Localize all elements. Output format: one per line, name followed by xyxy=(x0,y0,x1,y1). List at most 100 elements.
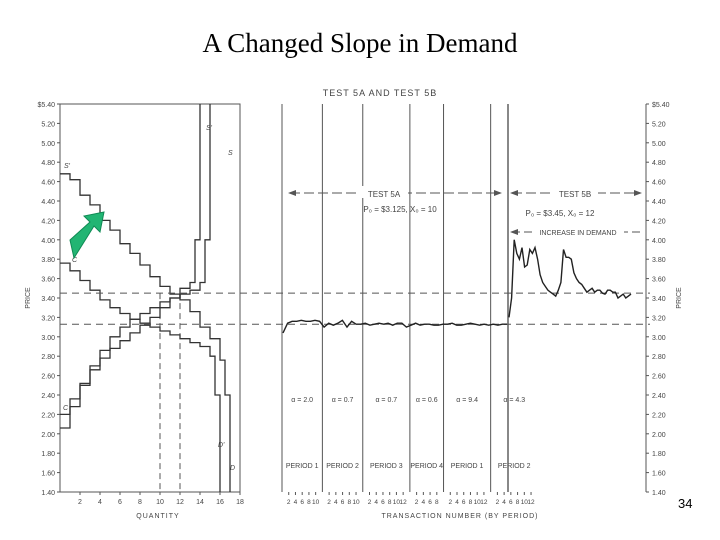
period-x-tick-label: 8 xyxy=(435,499,439,506)
left-y-tick-label: 4.80 xyxy=(41,160,55,167)
left-x-tick-label: 2 xyxy=(78,499,82,506)
left-y-tick-label: 3.00 xyxy=(41,335,55,342)
curve-label: D' xyxy=(218,442,225,449)
period-x-tick-label: 4 xyxy=(502,499,506,506)
period-label: PERIOD 3 xyxy=(370,463,403,470)
period-alpha-label: α = 4.3 xyxy=(503,397,525,404)
left-x-tick-label: 16 xyxy=(216,499,224,506)
period-x-tick-label: 2 xyxy=(368,499,372,506)
step-curve-1 xyxy=(60,173,231,492)
period-x-tick-label: 2 xyxy=(287,499,291,506)
period-x-tick-label: 4 xyxy=(294,499,298,506)
left-y-tick-label: 3.40 xyxy=(41,296,55,303)
left-x-tick-label: 18 xyxy=(236,499,244,506)
right-y-tick-label: 1.40 xyxy=(652,490,666,497)
right-y-tick-label: 3.00 xyxy=(652,335,666,342)
left-y-tick-label: 1.80 xyxy=(41,451,55,458)
right-y-tick-label: 3.60 xyxy=(652,277,666,284)
period-x-tick-label: 2 xyxy=(415,499,419,506)
left-y-tick-label: 3.80 xyxy=(41,257,55,264)
left-plot-frame xyxy=(59,103,241,493)
highlight-arrow-icon xyxy=(69,211,105,260)
right-y-tick-label: 5.20 xyxy=(652,121,666,128)
period-alpha-label: α = 2.0 xyxy=(291,397,313,404)
left-y-tick-label: 1.40 xyxy=(41,490,55,497)
step-curve-2 xyxy=(60,262,221,492)
page-number: 34 xyxy=(678,496,693,511)
span-arrowhead-icon xyxy=(510,229,518,235)
period-x-tick-label: 8 xyxy=(347,499,351,506)
period-x-tick-label: 2 xyxy=(496,499,500,506)
right-y-tick-label: 4.40 xyxy=(652,199,666,206)
right-y-tick-label: 4.80 xyxy=(652,160,666,167)
figure-title: TEST 5A AND TEST 5B xyxy=(323,88,438,98)
period-x-tick-label: 4 xyxy=(374,499,378,506)
span-arrowhead-icon xyxy=(288,190,296,196)
left-y-tick-label: 2.80 xyxy=(41,354,55,361)
period-label: PERIOD 1 xyxy=(451,463,484,470)
right-y-tick-label: 3.20 xyxy=(652,315,666,322)
right-y-tick-label: 4.00 xyxy=(652,238,666,245)
left-x-tick-label: 12 xyxy=(176,499,184,506)
period-label: PERIOD 1 xyxy=(286,463,319,470)
period-alpha-label: α = 0.7 xyxy=(332,397,354,404)
period-x-tick-label: 10 xyxy=(474,499,482,506)
right-y-axis-label: PRICE xyxy=(676,287,683,309)
right-x-axis-label: TRANSACTION NUMBER (BY PERIOD) xyxy=(381,513,538,520)
period-x-tick-label: 6 xyxy=(300,499,304,506)
span-arrowhead-icon xyxy=(510,190,518,196)
right-y-tick-label: 2.80 xyxy=(652,354,666,361)
period-x-tick-label: 10 xyxy=(393,499,401,506)
transaction-price-chart: $5.40 5.20 5.00 4.80 4.60 4.40 4.20 4.00 3.80 3.6… xyxy=(60,102,683,520)
left-y-tick-label: 2.20 xyxy=(41,412,55,419)
test-5a-params: P₀ = $3.125, X₀ = 10 xyxy=(363,205,437,214)
left-y-tick-label: 5.00 xyxy=(41,141,55,148)
label-mask xyxy=(552,186,598,198)
left-x-tick-label: 6 xyxy=(118,499,122,506)
right-y-tick-label: 1.60 xyxy=(652,471,666,478)
right-y-tick-label: 2.40 xyxy=(652,393,666,400)
right-y-tick-label: 4.20 xyxy=(652,218,666,225)
right-y-tick-label: 1.80 xyxy=(652,451,666,458)
period-x-tick-label: 6 xyxy=(428,499,432,506)
curve-label: S xyxy=(228,150,233,157)
curve-label: C xyxy=(63,405,69,412)
price-path-test-5b xyxy=(508,239,632,318)
left-y-tick-label: 3.20 xyxy=(41,315,55,322)
right-y-tick-label: $5.40 xyxy=(652,102,670,109)
test-5a-title: TEST 5A xyxy=(368,190,401,199)
span-arrowhead-icon xyxy=(634,190,642,196)
left-y-tick-label: 4.40 xyxy=(41,199,55,206)
left-y-tick-label: 2.40 xyxy=(41,393,55,400)
right-y-tick-label: 3.40 xyxy=(652,296,666,303)
step-curve-4 xyxy=(60,104,211,429)
right-y-tick-label: 2.20 xyxy=(652,412,666,419)
period-alpha-label: α = 0.6 xyxy=(416,397,438,404)
period-x-tick-label: 2 xyxy=(448,499,452,506)
left-y-axis-label: PRICE xyxy=(25,287,32,309)
test-5b-params: P₀ = $3.45, X₀ = 12 xyxy=(526,209,595,218)
left-y-tick-label: 4.00 xyxy=(41,238,55,245)
right-y-tick-label: 2.60 xyxy=(652,374,666,381)
period-x-tick-label: 8 xyxy=(516,499,520,506)
left-y-tick-label: 3.60 xyxy=(41,277,55,284)
period-x-tick-label: 6 xyxy=(509,499,513,506)
right-y-tick-label: 4.60 xyxy=(652,180,666,187)
left-x-axis-label: QUANTITY xyxy=(136,513,179,520)
left-y-tick-label: 2.60 xyxy=(41,374,55,381)
span-arrowhead-icon xyxy=(494,190,502,196)
test-5b-title: TEST 5B xyxy=(559,190,591,199)
left-y-tick-label: 2.00 xyxy=(41,432,55,439)
right-y-tick-label: 5.00 xyxy=(652,141,666,148)
curve-label: D xyxy=(230,465,235,472)
price-path-test-5a xyxy=(282,319,507,334)
period-x-tick-label: 6 xyxy=(381,499,385,506)
left-y-tick-label: 4.20 xyxy=(41,218,55,225)
period-x-tick-label: 4 xyxy=(455,499,459,506)
period-label: PERIOD 2 xyxy=(498,463,531,470)
period-x-tick-label: 12 xyxy=(527,499,535,506)
left-x-tick-label: 14 xyxy=(196,499,204,506)
demand-increase-note: INCREASE IN DEMAND xyxy=(539,230,616,237)
period-x-tick-label: 10 xyxy=(312,499,320,506)
